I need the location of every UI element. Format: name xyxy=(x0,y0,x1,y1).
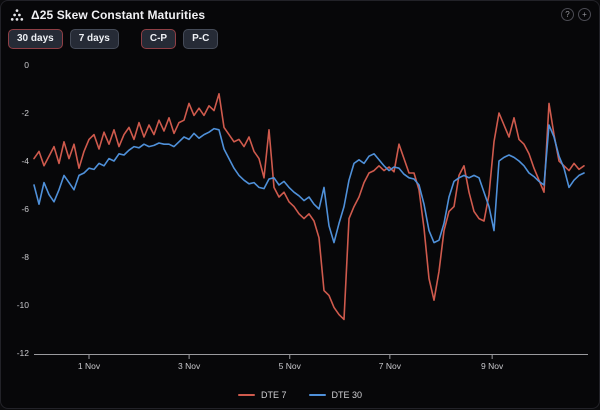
plus-circle-icon[interactable]: + xyxy=(578,8,591,21)
svg-text:-12: -12 xyxy=(17,348,30,358)
svg-text:0: 0 xyxy=(24,60,29,70)
svg-text:1 Nov: 1 Nov xyxy=(78,361,101,371)
svg-text:5 Nov: 5 Nov xyxy=(279,361,302,371)
chart-header: Δ25 Skew Constant Maturities xyxy=(10,8,205,22)
svg-text:-10: -10 xyxy=(17,300,30,310)
toolbar: 30 days 7 days C-P P-C xyxy=(8,29,219,49)
period-30-days-button[interactable]: 30 days xyxy=(8,29,63,49)
dots-triangle-icon xyxy=(10,9,24,21)
legend-label: DTE 30 xyxy=(331,390,363,400)
chart-legend: DTE 7 DTE 30 xyxy=(1,390,599,400)
svg-text:-6: -6 xyxy=(21,204,29,214)
period-7-days-button[interactable]: 7 days xyxy=(69,29,119,49)
legend-item-dte7[interactable]: DTE 7 xyxy=(237,390,287,400)
svg-text:7 Nov: 7 Nov xyxy=(379,361,402,371)
svg-text:-4: -4 xyxy=(21,156,29,166)
page-title: Δ25 Skew Constant Maturities xyxy=(31,8,206,22)
svg-text:3 Nov: 3 Nov xyxy=(178,361,201,371)
help-icon[interactable]: ? xyxy=(561,8,574,21)
svg-text:-8: -8 xyxy=(21,252,29,262)
type-pc-button[interactable]: P-C xyxy=(183,29,219,49)
dte30-line-swatch xyxy=(308,393,326,397)
svg-text:-2: -2 xyxy=(21,108,29,118)
type-cp-button[interactable]: C-P xyxy=(140,29,177,49)
legend-label: DTE 7 xyxy=(260,390,287,400)
legend-item-dte30[interactable]: DTE 30 xyxy=(308,390,363,400)
header-actions: ? + xyxy=(561,8,591,21)
dte7-line-swatch xyxy=(237,393,255,397)
svg-text:9 Nov: 9 Nov xyxy=(481,361,504,371)
